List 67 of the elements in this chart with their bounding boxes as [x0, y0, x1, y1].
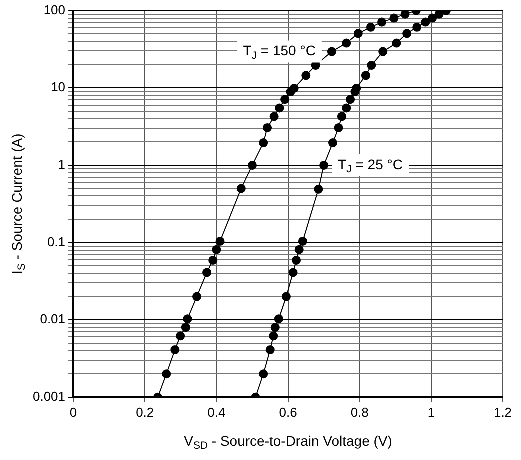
point [428, 14, 437, 23]
point [280, 95, 290, 104]
point [274, 314, 284, 324]
point [298, 236, 308, 246]
x-tick-label: 0 [70, 404, 78, 420]
point [181, 323, 190, 332]
point [412, 22, 422, 32]
point [352, 84, 362, 93]
point [320, 160, 329, 170]
point [212, 245, 222, 254]
point [390, 14, 399, 23]
point [378, 18, 387, 27]
x-tick-label: 0.2 [136, 404, 154, 420]
point [202, 268, 212, 278]
point [266, 346, 275, 355]
point [270, 112, 279, 122]
point [208, 256, 218, 265]
y-tick-label: 0.001 [32, 388, 66, 404]
point [259, 370, 268, 379]
x-tick-label: 0.4 [208, 404, 226, 420]
point [183, 314, 192, 324]
x-tick-label: 0.6 [279, 404, 298, 420]
point [328, 138, 338, 148]
point [292, 256, 301, 265]
y-tick-label: 100 [44, 2, 66, 18]
point [282, 292, 291, 302]
point [367, 61, 376, 70]
point [270, 323, 280, 332]
y-tick-label: 0.1 [47, 234, 66, 250]
point [236, 184, 246, 194]
point [361, 71, 370, 80]
point [392, 38, 402, 48]
point [421, 18, 430, 27]
point [302, 71, 311, 80]
x-tick-label: 0.8 [350, 404, 369, 420]
point [402, 29, 412, 38]
point [342, 38, 352, 48]
point [288, 268, 298, 278]
point [378, 47, 388, 56]
point [400, 10, 410, 19]
point [337, 112, 346, 122]
y-tick-label: 1 [58, 157, 66, 172]
point [176, 332, 186, 341]
point [248, 160, 257, 170]
point [259, 138, 268, 148]
point [170, 346, 180, 355]
point [314, 184, 324, 194]
point [162, 370, 172, 379]
point [366, 22, 376, 32]
point [354, 29, 363, 38]
point [192, 292, 202, 302]
point [269, 332, 278, 341]
x-tick-label: 1.2 [494, 404, 512, 420]
point [342, 104, 352, 113]
x-tick-label: 1 [428, 404, 436, 420]
point [290, 84, 299, 93]
point [334, 123, 344, 132]
point [294, 245, 304, 254]
y-axis-title: IS - Source Current (A) [8, 134, 28, 275]
y-tick-label: 0.01 [40, 312, 66, 327]
point [216, 236, 225, 246]
point [346, 95, 356, 104]
point [275, 104, 284, 113]
y-tick-label: 10 [51, 80, 66, 95]
point [327, 47, 336, 56]
point [434, 10, 444, 19]
point [263, 123, 272, 132]
